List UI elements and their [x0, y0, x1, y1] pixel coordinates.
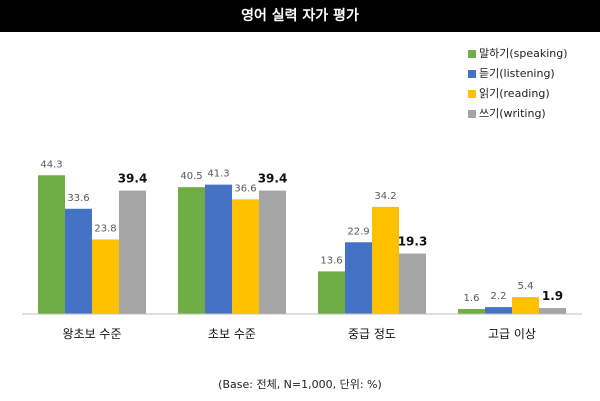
- data-label-2-2: 34.2: [374, 191, 396, 202]
- bar-3-3: [539, 308, 566, 314]
- legend-swatch-speaking: [468, 50, 476, 58]
- category-label-3: 고급 이상: [488, 327, 536, 341]
- data-label-3-3: 1.9: [542, 289, 563, 303]
- bar-0-1: [178, 187, 205, 314]
- bar-2-3: [512, 297, 539, 314]
- bar-2-0: [92, 239, 119, 314]
- legend-swatch-reading: [468, 90, 476, 98]
- data-label-2-0: 23.8: [94, 223, 116, 234]
- bar-1-2: [345, 242, 372, 314]
- category-label-1: 초보 수준: [208, 327, 256, 341]
- data-label-0-1: 40.5: [180, 171, 202, 182]
- legend-item-reading: 읽기(reading): [468, 84, 568, 104]
- data-label-2-1: 36.6: [234, 183, 256, 194]
- bar-0-0: [38, 175, 65, 314]
- data-label-1-1: 41.3: [207, 169, 229, 180]
- chart-title: 영어 실력 자가 평가: [241, 8, 359, 24]
- data-label-3-0: 39.4: [118, 172, 148, 186]
- bar-3-1: [259, 190, 286, 314]
- bar-1-3: [485, 307, 512, 314]
- data-label-1-3: 2.2: [491, 291, 507, 302]
- bar-0-3: [458, 308, 485, 314]
- data-label-3-2: 19.3: [398, 235, 428, 249]
- data-label-0-0: 44.3: [40, 159, 62, 170]
- bar-2-2: [372, 206, 399, 314]
- base-note: (Base: 전체, N=1,000, 단위: %): [218, 378, 382, 391]
- bar-3-2: [399, 253, 426, 314]
- legend-label-speaking: 말하기(speaking): [479, 47, 568, 60]
- data-label-0-2: 13.6: [320, 255, 342, 266]
- bar-1-0: [65, 208, 92, 314]
- legend: 말하기(speaking) 듣기(listening) 읽기(reading) …: [468, 44, 568, 124]
- legend-label-reading: 읽기(reading): [479, 87, 550, 100]
- legend-swatch-writing: [468, 110, 476, 118]
- legend-swatch-listening: [468, 70, 476, 78]
- legend-label-listening: 듣기(listening): [479, 67, 555, 80]
- category-label-2: 중급 정도: [348, 327, 396, 341]
- data-label-1-2: 22.9: [347, 226, 369, 237]
- legend-item-listening: 듣기(listening): [468, 64, 568, 84]
- bar-0-2: [318, 271, 345, 314]
- legend-label-writing: 쓰기(writing): [479, 107, 546, 120]
- legend-item-speaking: 말하기(speaking): [468, 44, 568, 64]
- legend-item-writing: 쓰기(writing): [468, 104, 568, 124]
- bar-1-1: [205, 184, 232, 314]
- category-label-0: 왕초보 수준: [62, 327, 121, 341]
- data-label-3-1: 39.4: [258, 172, 288, 186]
- bar-2-1: [232, 199, 259, 314]
- data-label-2-3: 5.4: [518, 281, 534, 292]
- data-label-0-3: 1.6: [464, 293, 480, 304]
- data-label-1-0: 33.6: [67, 193, 89, 204]
- bar-3-0: [119, 190, 146, 314]
- title-bar: [0, 0, 600, 32]
